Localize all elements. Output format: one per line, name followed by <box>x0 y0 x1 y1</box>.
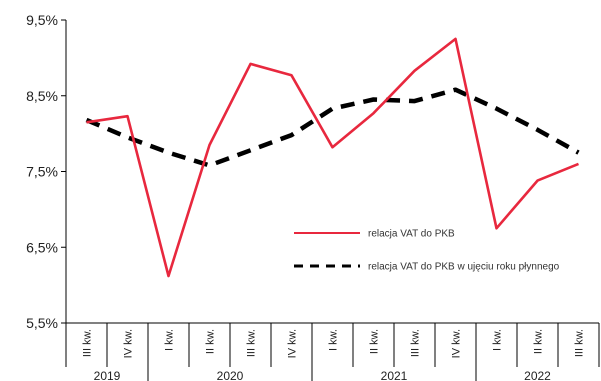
x-tick-label: IV kw. <box>287 329 299 358</box>
x-tick-label: III kw. <box>82 329 94 357</box>
x-tick-label: I kw. <box>164 329 176 351</box>
x-axis-year-labels: 2019 2020 2021 2022 <box>94 367 551 381</box>
x-tick-label: I kw. <box>328 329 340 351</box>
y-tick-label: 6,5% <box>26 239 58 255</box>
year-label: 2019 <box>94 369 121 381</box>
x-tick-label: IV kw. <box>123 329 135 358</box>
x-tick-label: II kw. <box>205 329 217 354</box>
y-tick-label: 7,5% <box>26 164 58 180</box>
series-layer <box>85 37 580 278</box>
x-tick-label: II kw. <box>369 329 381 354</box>
x-axis-ticks: III kw. IV kw. I kw. II kw. III kw. IV kw. I k… <box>65 323 600 367</box>
legend-label: relacja VAT do PKB w ujęciu roku płynneg… <box>368 262 560 273</box>
year-label: 2022 <box>524 369 551 381</box>
series-line-rolling-vat-to-gdp <box>85 87 580 168</box>
legend: relacja VAT do PKB relacja VAT do PKB w u… <box>294 229 560 273</box>
x-tick-label: II kw. <box>533 329 545 354</box>
y-tick-label: 5,5% <box>26 315 58 331</box>
year-label: 2021 <box>381 369 408 381</box>
series-line-vat-to-gdp <box>86 37 579 278</box>
x-tick-label: I kw. <box>492 329 504 351</box>
x-tick-label: III kw. <box>410 329 422 357</box>
x-tick-label: III kw. <box>246 329 258 357</box>
y-tick-label: 9,5% <box>26 12 58 28</box>
legend-label: relacja VAT do PKB <box>368 229 455 240</box>
y-axis-ticks: 9,5% 8,5% 7,5% 6,5% 5,5% <box>26 12 66 331</box>
x-tick-label: III kw. <box>574 329 586 357</box>
year-label: 2020 <box>217 369 244 381</box>
y-tick-label: 8,5% <box>26 88 58 104</box>
x-tick-label: IV kw. <box>451 329 463 358</box>
